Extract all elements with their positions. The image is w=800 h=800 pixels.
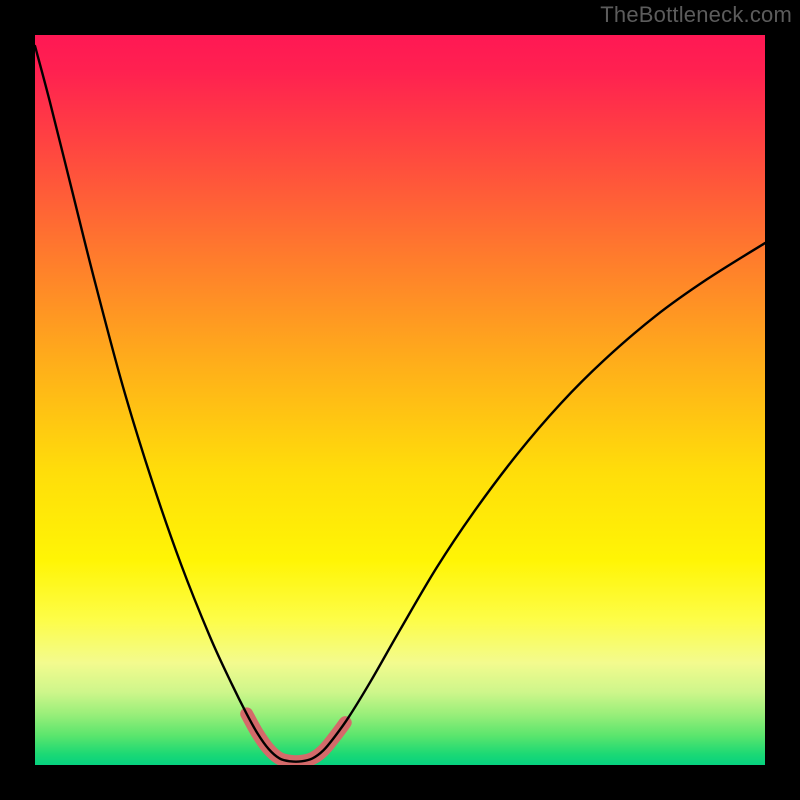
bottleneck-curve <box>35 46 765 762</box>
curve-svg <box>35 35 765 765</box>
plot-area <box>35 35 765 765</box>
watermark-label: TheBottleneck.com <box>600 2 792 28</box>
